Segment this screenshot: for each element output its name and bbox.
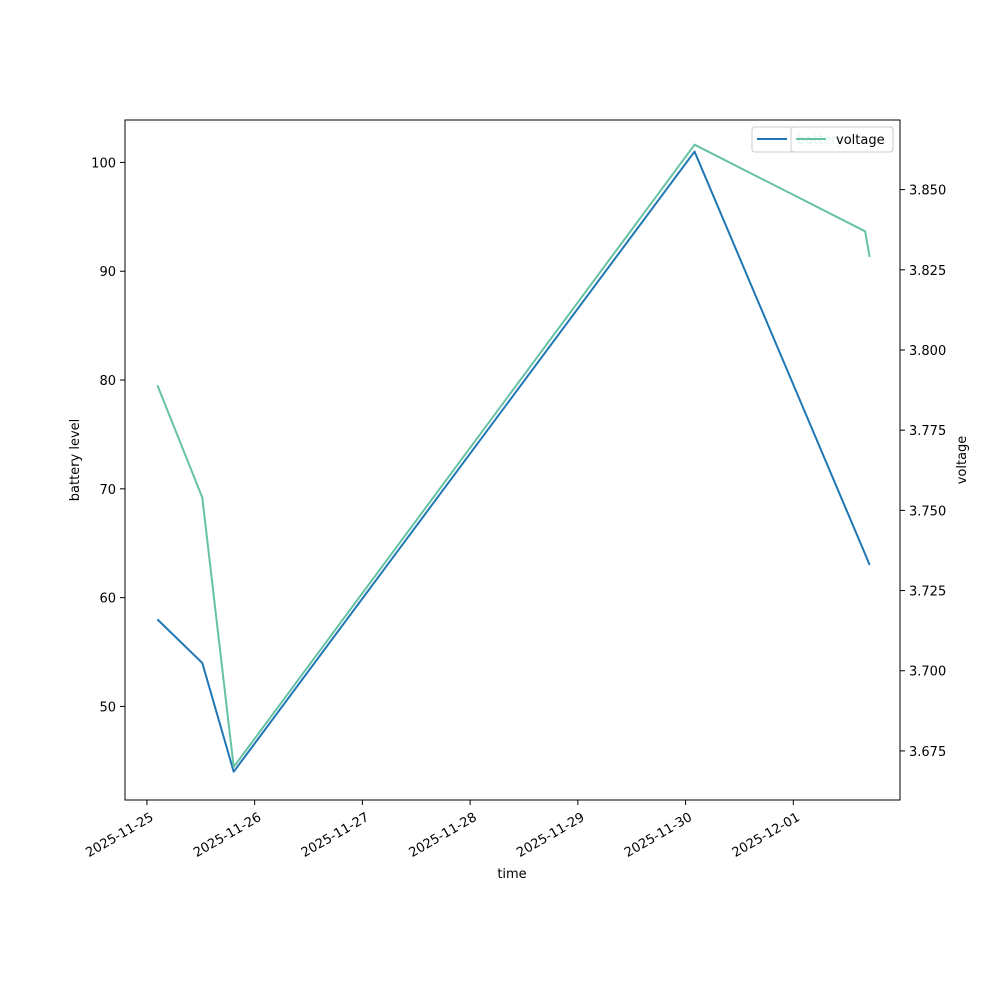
left-y-axis-ticks: 50 60 70 80 90 100 bbox=[91, 156, 125, 715]
plot-frame bbox=[124, 119, 901, 801]
left-y-axis-label: battery level bbox=[68, 419, 83, 502]
series-line-voltage bbox=[156, 143, 871, 768]
right-y-tick-label: 3.850 bbox=[909, 184, 946, 199]
x-axis-label: time bbox=[497, 867, 526, 882]
right-y-axis-ticks: 3.675 3.700 3.725 3.750 3.775 3.800 3.825 3.850 bbox=[900, 184, 946, 760]
right-y-tick-label: 3.800 bbox=[909, 344, 946, 359]
left-y-tick-label: 60 bbox=[99, 592, 116, 607]
left-y-tick-label: 50 bbox=[99, 700, 116, 715]
right-y-tick-label: 3.675 bbox=[909, 745, 946, 760]
right-y-tick-label: 3.700 bbox=[909, 665, 946, 680]
left-y-tick-label: 70 bbox=[99, 483, 116, 498]
left-y-tick-label: 90 bbox=[99, 265, 116, 280]
series-line-battery bbox=[156, 150, 871, 773]
legend-voltage-frame bbox=[790, 126, 894, 153]
right-y-tick-label: 3.725 bbox=[909, 585, 946, 600]
left-y-tick-label: 100 bbox=[91, 156, 116, 171]
series-layer bbox=[156, 143, 871, 773]
left-y-tick-label: 80 bbox=[99, 374, 116, 389]
legend-voltage-label: voltage bbox=[836, 133, 885, 148]
right-y-tick-label: 3.775 bbox=[909, 424, 946, 439]
right-y-tick-label: 3.825 bbox=[909, 264, 946, 279]
right-y-tick-label: 3.750 bbox=[909, 504, 946, 519]
right-y-axis-label: voltage bbox=[955, 436, 970, 485]
legend-voltage: voltage bbox=[790, 126, 894, 153]
